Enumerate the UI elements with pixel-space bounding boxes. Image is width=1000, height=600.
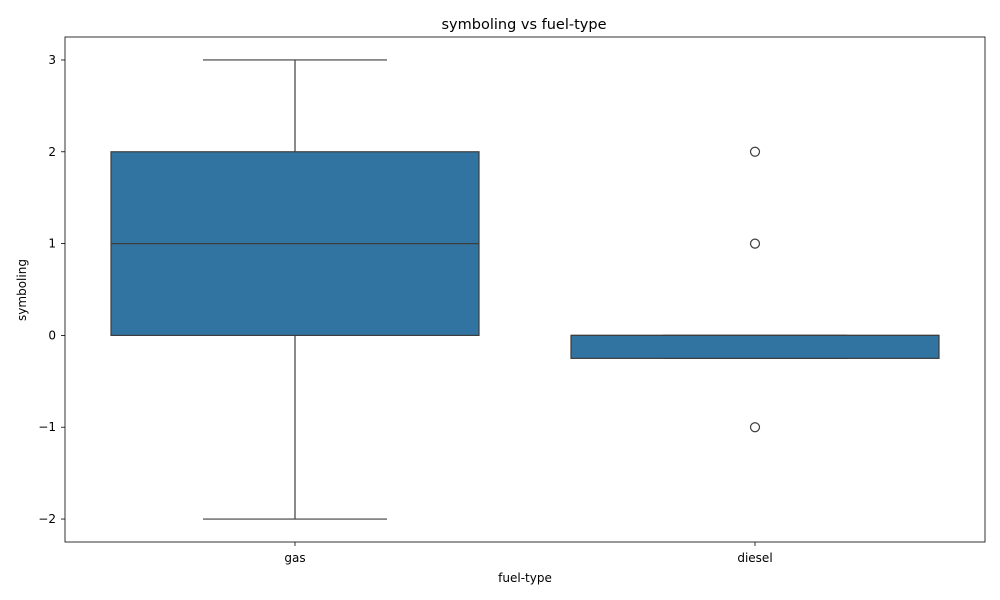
y-axis: 3 2 1 0 −1 −2 — [38, 53, 65, 526]
x-axis-label: fuel-type — [498, 571, 552, 585]
y-axis-label: symboling — [15, 259, 29, 321]
y-tick-label: 0 — [48, 328, 56, 342]
y-tick-label: −2 — [38, 512, 56, 526]
chart-title: symboling vs fuel-type — [441, 17, 606, 33]
box-group-gas — [110, 59, 480, 520]
y-tick-label: 2 — [48, 145, 56, 159]
y-tick-label: 3 — [48, 53, 56, 67]
outlier-point — [749, 422, 761, 433]
plot-area — [110, 59, 940, 520]
x-axis: gas diesel — [284, 542, 773, 565]
outlier-point — [749, 146, 761, 157]
y-tick-label: −1 — [38, 420, 56, 434]
x-tick-label: gas — [284, 551, 305, 565]
plot-frame — [64, 36, 986, 543]
box-iqr — [570, 334, 940, 359]
y-tick-label: 1 — [48, 237, 56, 251]
box-group-diesel — [570, 146, 940, 433]
outlier-point — [749, 238, 761, 249]
x-tick-label: diesel — [737, 551, 772, 565]
